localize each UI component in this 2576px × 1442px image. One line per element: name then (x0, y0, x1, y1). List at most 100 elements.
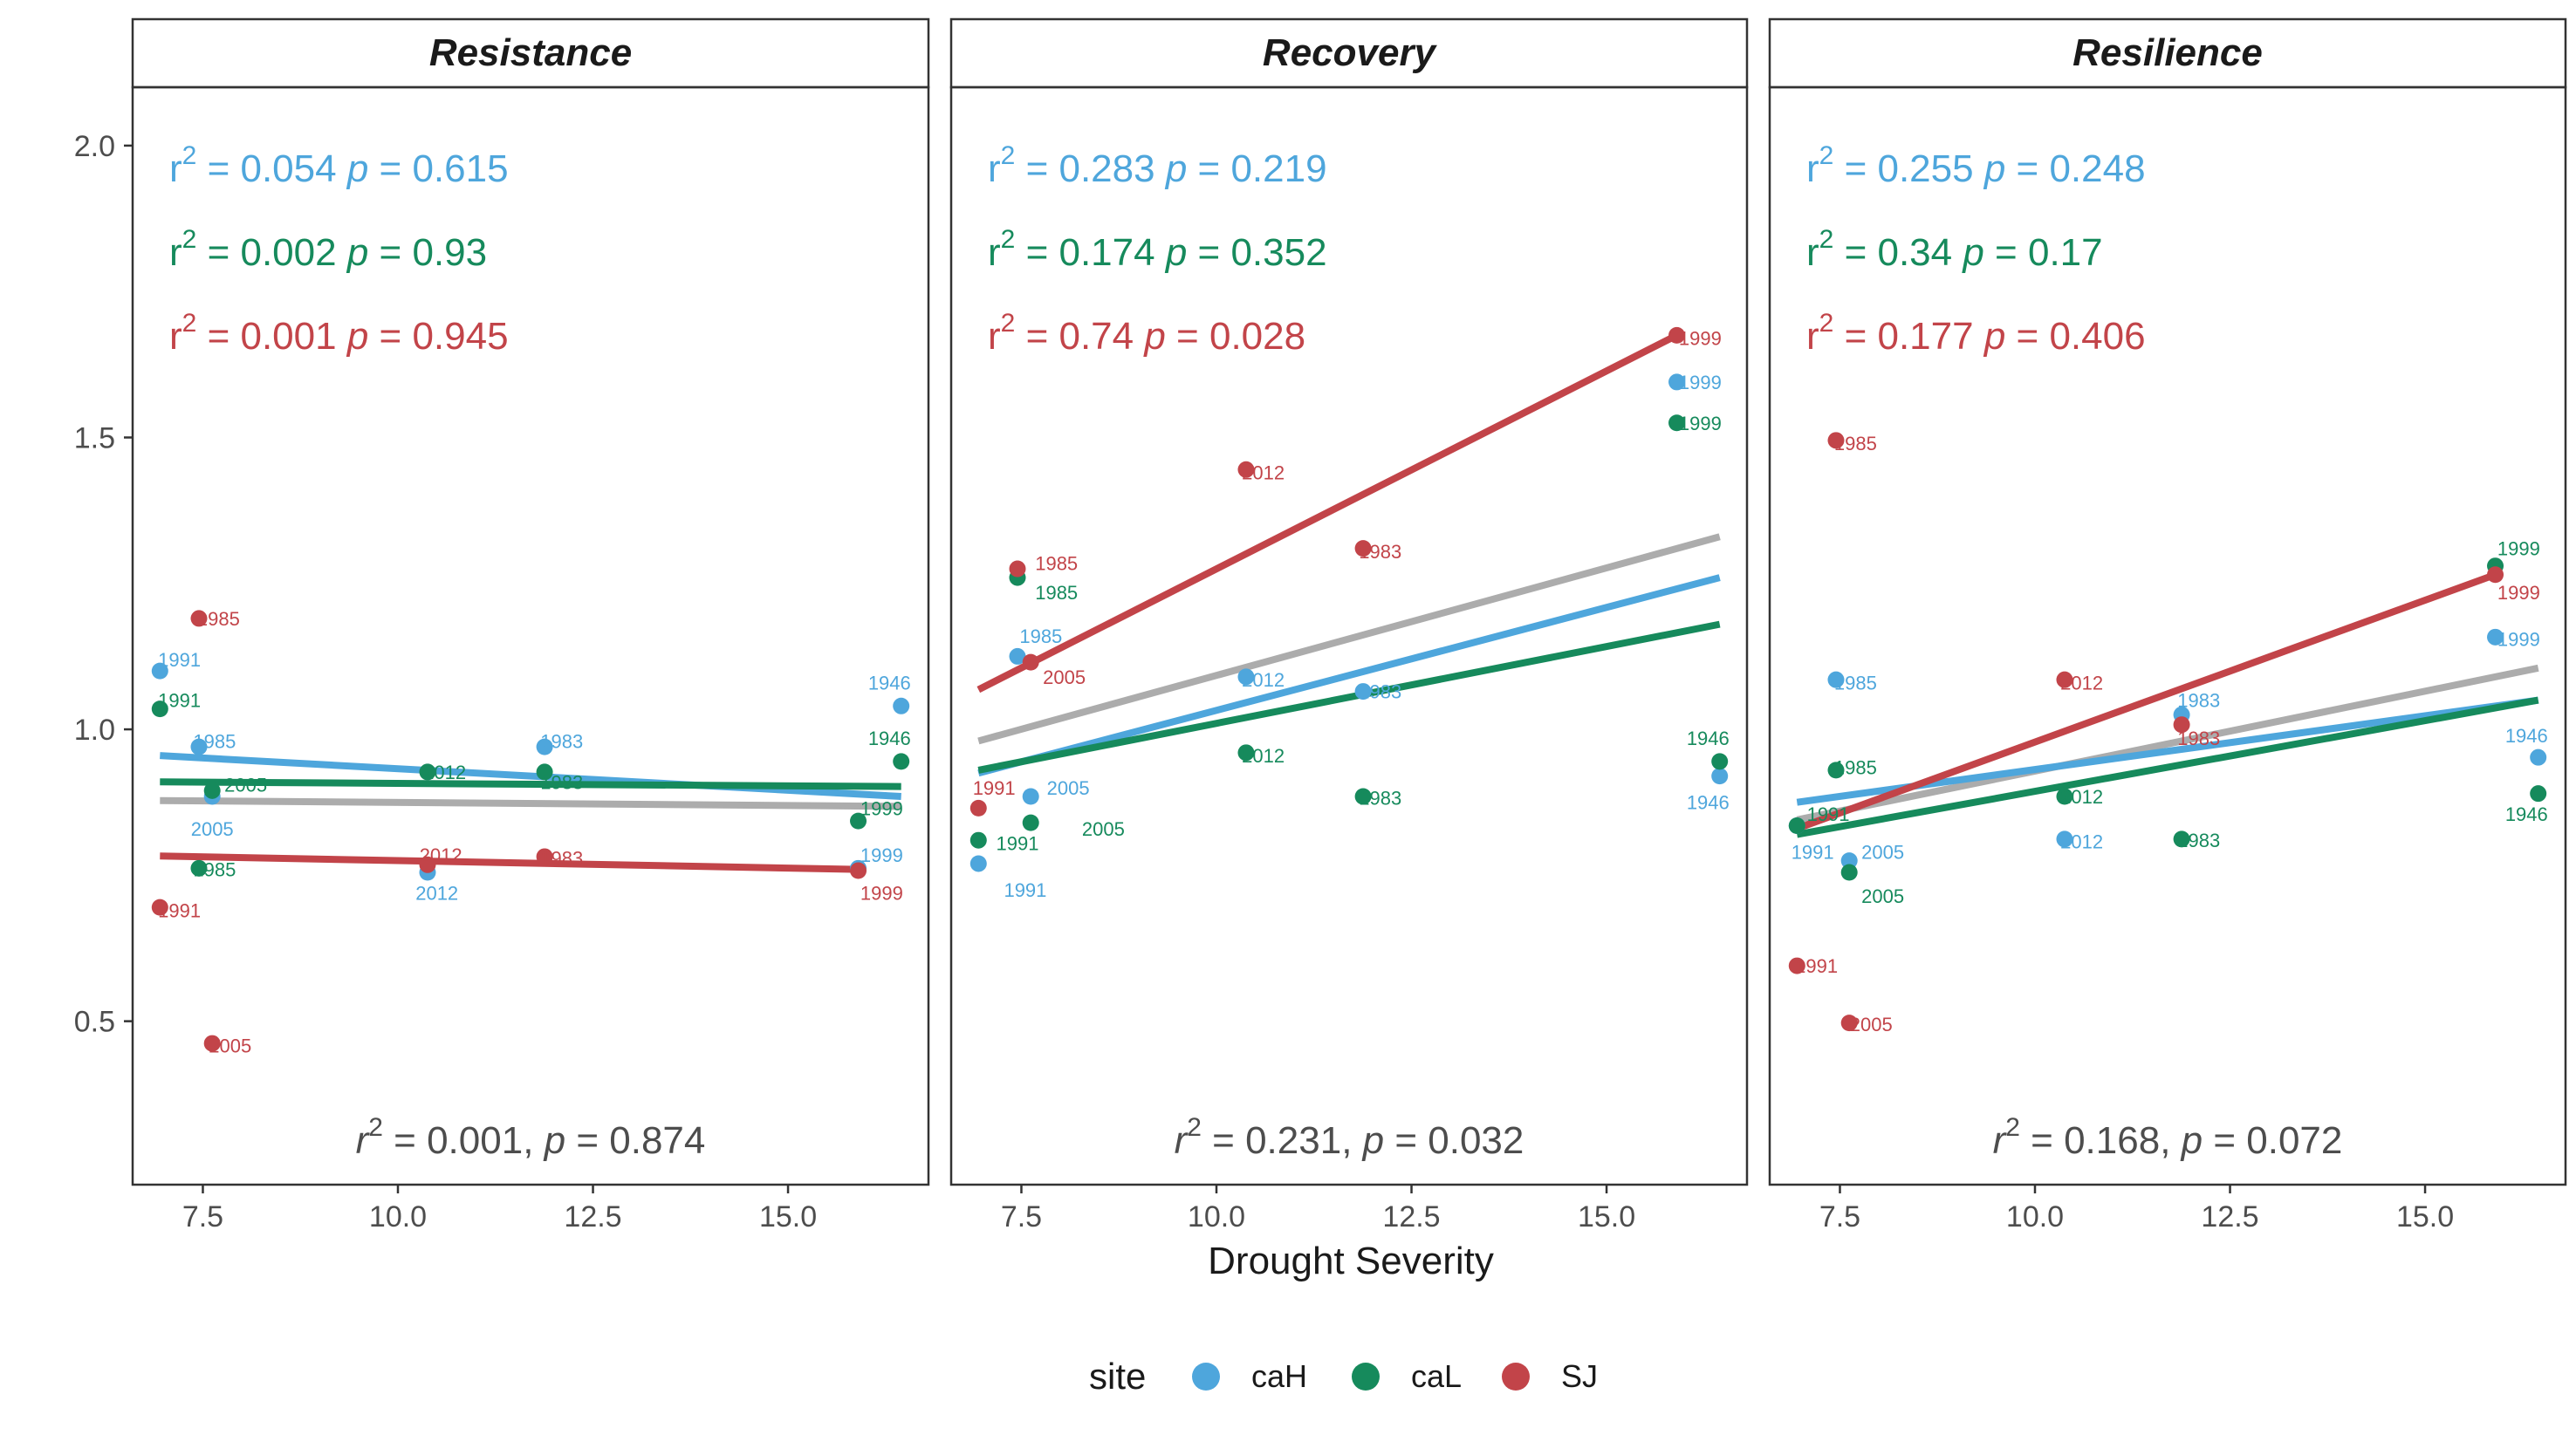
data-point-cal (151, 700, 168, 718)
stat-cal: r2 = 0.34 p = 0.17 (1806, 225, 2103, 274)
data-point-sj (1009, 560, 1026, 577)
year-label: 1985 (1035, 552, 1078, 574)
x-axis-title: Drought Severity (1208, 1240, 1494, 1282)
year-label: 2012 (420, 844, 462, 866)
overall-stat: r2 = 0.168, p = 0.072 (1993, 1113, 2343, 1162)
x-tick-label: 10.0 (369, 1200, 427, 1234)
year-label: 2005 (1850, 1014, 1893, 1035)
data-point-sj (190, 610, 208, 627)
year-label: 1999 (1679, 372, 1722, 393)
year-label: 1991 (1795, 955, 1838, 977)
data-point-cah (1668, 373, 1686, 391)
data-point-sj (151, 899, 168, 916)
data-point-sj (1668, 326, 1686, 344)
x-tick-label: 7.5 (1819, 1200, 1860, 1234)
year-label: 1985 (1834, 757, 1877, 779)
legend-label-cal: caL (1411, 1358, 1462, 1394)
year-label: 1983 (1359, 787, 1401, 809)
data-point-cah (536, 738, 553, 755)
year-label: 1991 (973, 777, 1016, 799)
data-point-sj (969, 799, 987, 817)
x-tick-label: 10.0 (2006, 1200, 2064, 1234)
year-label: 1991 (1792, 842, 1834, 864)
data-point-sj (2173, 716, 2190, 734)
year-label: 1985 (193, 730, 236, 752)
data-point-cal (850, 812, 867, 830)
legend-key-sj (1502, 1363, 1530, 1391)
year-label: 1991 (1807, 803, 1850, 825)
panel-resilience: Resilience 7.5 10.0 12.5 15.0 1991 1985 2005 201… (1768, 17, 2567, 1234)
data-point-cah (2487, 628, 2504, 646)
data-point-sj (1022, 653, 1039, 671)
year-label: 1983 (540, 771, 583, 793)
year-label: 1999 (860, 844, 903, 866)
panel-border (949, 85, 1749, 1186)
data-point-cah (1840, 852, 1858, 870)
data-point-cal (2530, 785, 2547, 803)
year-label: 1991 (158, 690, 201, 712)
year-label: 2005 (1047, 777, 1090, 799)
legend-label-sj: SJ (1561, 1358, 1598, 1394)
year-label: 1999 (1679, 413, 1722, 434)
year-label: 2005 (224, 775, 267, 796)
data-point-cah (151, 662, 168, 680)
data-point-cah (1022, 788, 1039, 805)
year-label: 1946 (868, 728, 911, 749)
fit-line-sj (1795, 571, 2497, 832)
data-point-sj (1840, 1015, 1858, 1032)
data-point-cah (1354, 683, 1372, 700)
panel-border (131, 85, 930, 1186)
year-label: 1946 (1687, 792, 1730, 814)
data-point-cah (2530, 748, 2547, 766)
fit-line-cal (1796, 696, 2539, 838)
panel-strip (949, 17, 1749, 89)
data-point-sj (1827, 432, 1845, 449)
fit-line-cah (160, 752, 901, 801)
year-label: 1946 (868, 673, 911, 694)
stat-sj: r2 = 0.177 p = 0.406 (1806, 309, 2146, 358)
year-label: 2005 (1082, 818, 1125, 840)
data-point-sj (536, 848, 553, 865)
year-label: 1999 (2497, 628, 2540, 650)
panel-recovery: Recovery 7.5 10.0 12.5 15.0 1991 1985 2005 2012 1… (949, 17, 1749, 1234)
year-label: 1999 (2497, 538, 2540, 560)
year-label: 2005 (191, 818, 234, 840)
year-label: 1983 (2177, 830, 2220, 851)
year-label: 1946 (2505, 725, 2548, 747)
fit-line-cal (977, 620, 1721, 774)
year-label: 1985 (1834, 433, 1877, 454)
year-label: 2012 (423, 762, 466, 783)
y-tick-label: 1.0 (74, 714, 115, 747)
data-point-sj (850, 862, 867, 879)
x-tick-label: 7.5 (182, 1200, 223, 1234)
stat-sj: r2 = 0.74 p = 0.028 (988, 309, 1305, 358)
data-point-cal (2056, 788, 2073, 805)
x-tick-label: 7.5 (1001, 1200, 1042, 1234)
legend: site caH caL SJ (1089, 1356, 1598, 1397)
data-point-cal (1022, 814, 1039, 831)
year-label: 1985 (1035, 582, 1078, 604)
panel-title: Recovery (1263, 31, 1438, 74)
data-point-cah (2056, 830, 2073, 848)
panel-title: Resistance (429, 31, 632, 74)
data-point-cah (1711, 768, 1729, 785)
data-point-sj (203, 1035, 221, 1052)
year-label: 2012 (2060, 786, 2103, 808)
fit-line-sj (976, 331, 1679, 694)
year-label: 2012 (2060, 673, 2103, 694)
data-point-cal (1354, 788, 1372, 805)
x-tick-label: 12.5 (1382, 1200, 1440, 1234)
year-label: 1983 (1359, 681, 1401, 703)
overall-stat: r2 = 0.231, p = 0.032 (1175, 1113, 1524, 1162)
y-tick-label: 1.5 (74, 421, 115, 454)
year-label: 1991 (997, 833, 1039, 855)
year-label: 1999 (860, 797, 903, 819)
data-point-cal (1827, 762, 1845, 779)
y-tick-label: 2.0 (74, 130, 115, 163)
year-label: 1983 (2177, 728, 2220, 749)
panel-border (1768, 85, 2567, 1186)
y-axis: 0.5 1.0 1.5 2.0 (74, 130, 133, 1039)
legend-title: site (1089, 1356, 1146, 1397)
fit-line-all (160, 796, 901, 810)
fit-line-sj (160, 852, 859, 873)
